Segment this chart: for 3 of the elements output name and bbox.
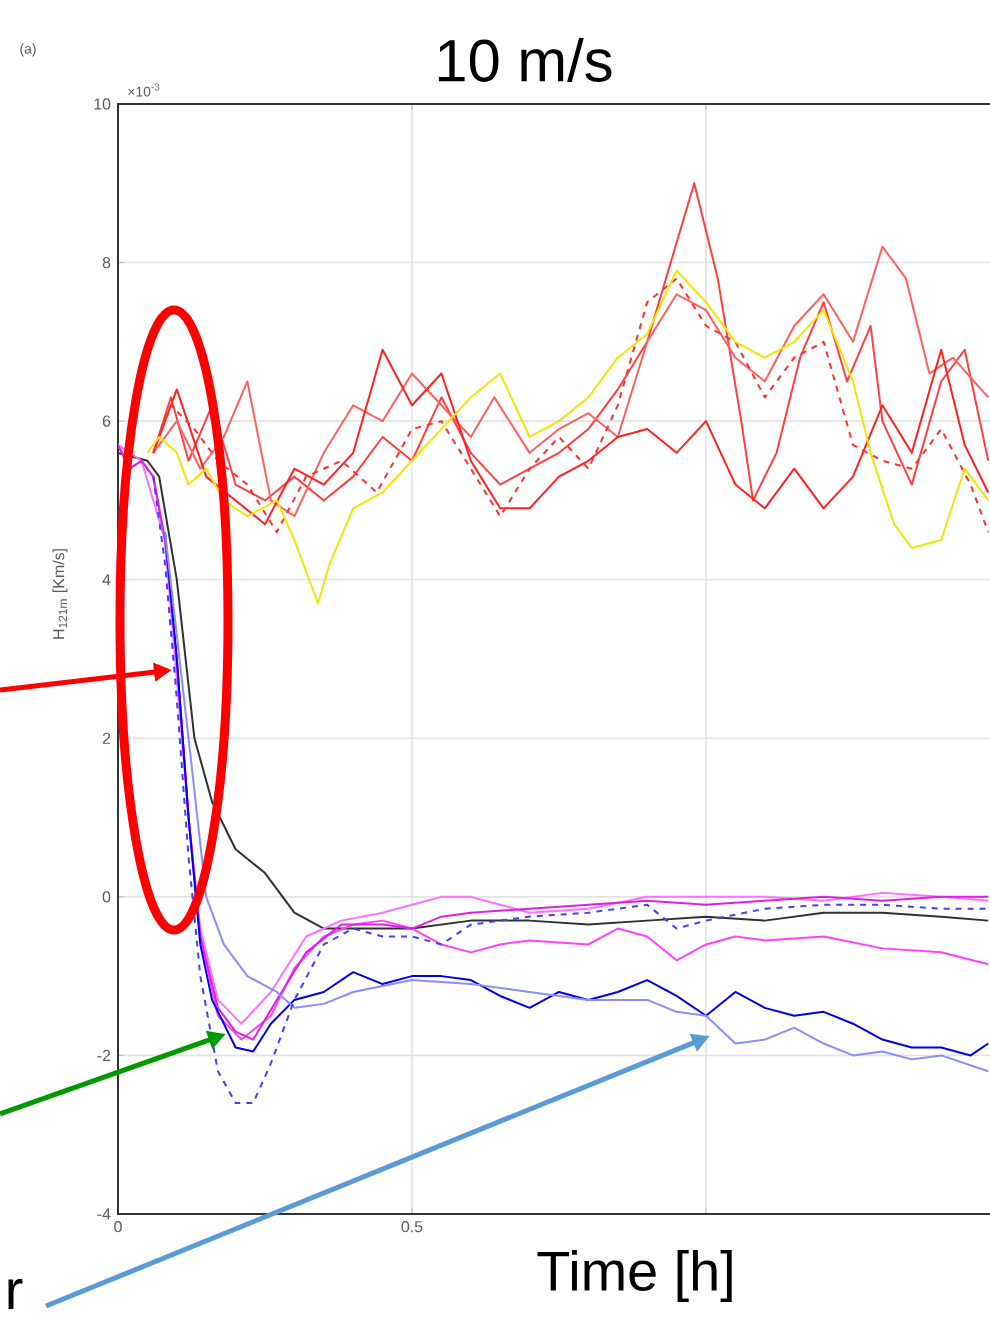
x-axis-title: Time [h] [537,1250,732,1302]
chart-title: 10 m/s [438,38,612,82]
text: r [8,1278,23,1309]
